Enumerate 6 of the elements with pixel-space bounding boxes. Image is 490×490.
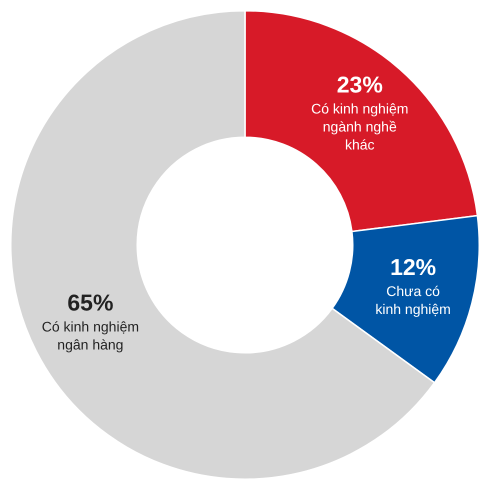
slice-label: Có kinh nghiệm ngành nghề khác xyxy=(311,100,408,153)
data-label: 65% xyxy=(67,290,114,316)
data-label: 23% xyxy=(336,72,383,98)
slice-label: Chưa có kinh nghiệm xyxy=(375,283,451,318)
slice-label: Có kinh nghiệm ngân hàng xyxy=(42,318,140,353)
data-label: 12% xyxy=(390,254,436,280)
